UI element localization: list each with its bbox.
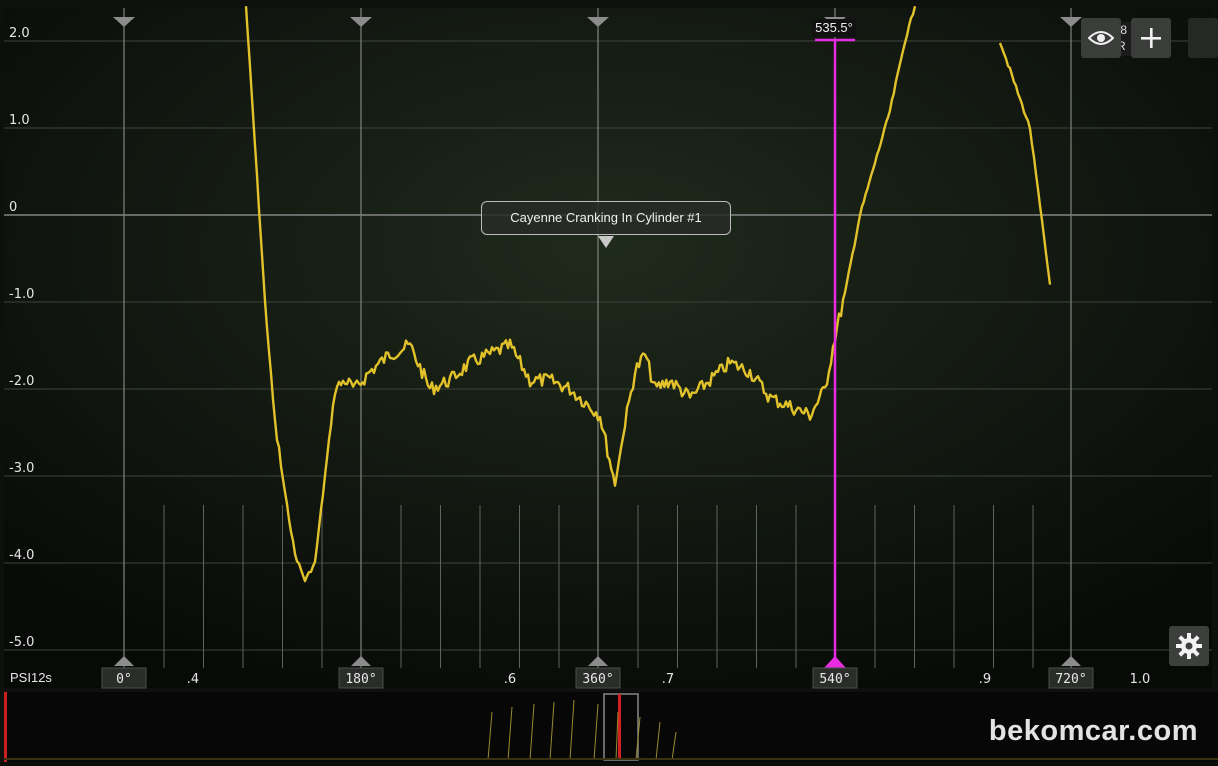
degree-marker: 360° bbox=[575, 667, 621, 689]
x-tick-label: .7 bbox=[662, 672, 674, 687]
degree-marker-box bbox=[812, 667, 858, 689]
y-tick-label: -5.0 bbox=[9, 635, 34, 650]
tooltip-pointer-icon bbox=[598, 236, 614, 248]
degree-marker: 720° bbox=[1048, 667, 1094, 689]
degree-marker-box bbox=[338, 667, 384, 689]
y-tick-label: -3.0 bbox=[9, 461, 34, 476]
x-tick-label: .6 bbox=[504, 672, 516, 687]
marker-bottom-handle-icon bbox=[351, 656, 371, 666]
cursor-handle-icon bbox=[824, 656, 846, 668]
time-span-label: 12s bbox=[30, 670, 52, 685]
marker-bottom-handle-icon bbox=[1061, 656, 1081, 666]
degree-marker-label: 360° bbox=[582, 672, 613, 687]
brand-watermark: bekomcar.com bbox=[988, 715, 1198, 747]
overview-baseline bbox=[4, 758, 1218, 760]
overview-cursor bbox=[618, 694, 621, 760]
y-tick-label: 2.0 bbox=[9, 26, 30, 41]
waveform-series-1 bbox=[244, 5, 917, 583]
cursor-value-label: 535.5° bbox=[812, 19, 856, 37]
overview-strip[interactable] bbox=[4, 692, 1218, 762]
unit-psi: PSI bbox=[10, 670, 31, 685]
visibility-button[interactable] bbox=[1081, 18, 1121, 58]
plot-background bbox=[4, 8, 1212, 688]
overview-waveform bbox=[4, 692, 1218, 762]
degree-marker-label: 180° bbox=[345, 672, 376, 687]
eye-icon bbox=[1088, 31, 1114, 45]
y-tick-label: 1.0 bbox=[9, 113, 30, 128]
marker-top-handle-icon bbox=[113, 17, 135, 27]
degree-marker: 540° bbox=[812, 667, 858, 689]
waveform-series-2 bbox=[998, 42, 1052, 285]
marker-bottom-handle-icon bbox=[588, 656, 608, 666]
degree-marker-box bbox=[575, 667, 621, 689]
x-tick-label: .4 bbox=[187, 672, 199, 687]
settings-button[interactable] bbox=[1169, 626, 1209, 666]
y-tick-label: -2.0 bbox=[9, 374, 34, 389]
side-panel-handle[interactable] bbox=[1188, 18, 1218, 58]
degree-marker: 0° bbox=[101, 667, 147, 689]
x-tick-label: .9 bbox=[979, 672, 991, 687]
add-channel-button[interactable] bbox=[1131, 18, 1171, 58]
marker-top-handle-icon bbox=[587, 17, 609, 27]
plus-icon bbox=[1141, 28, 1161, 48]
overview-trace bbox=[487, 699, 677, 761]
gear-icon bbox=[1176, 633, 1202, 659]
y-tick-label: -1.0 bbox=[9, 287, 34, 302]
marker-bottom-handle-icon bbox=[114, 656, 134, 666]
degree-marker: 180° bbox=[338, 667, 384, 689]
marker-top-handle-icon bbox=[1060, 17, 1082, 27]
y-tick-label: -4.0 bbox=[9, 548, 34, 563]
overview-start-marker bbox=[4, 692, 7, 762]
x-tick-label: 1.0 bbox=[1130, 672, 1151, 687]
y-unit-label: PSI12s bbox=[10, 670, 52, 685]
chart-title-tooltip: Cayenne Cranking In Cylinder #1 bbox=[481, 201, 731, 235]
degree-marker-label: 720° bbox=[1055, 672, 1086, 687]
degree-marker-label: 540° bbox=[819, 672, 850, 687]
degree-marker-box bbox=[101, 667, 147, 689]
marker-top-handle-icon bbox=[350, 17, 372, 27]
y-tick-label: 0 bbox=[9, 200, 17, 215]
degree-marker-box bbox=[1048, 667, 1094, 689]
degree-marker-label: 0° bbox=[116, 672, 132, 687]
